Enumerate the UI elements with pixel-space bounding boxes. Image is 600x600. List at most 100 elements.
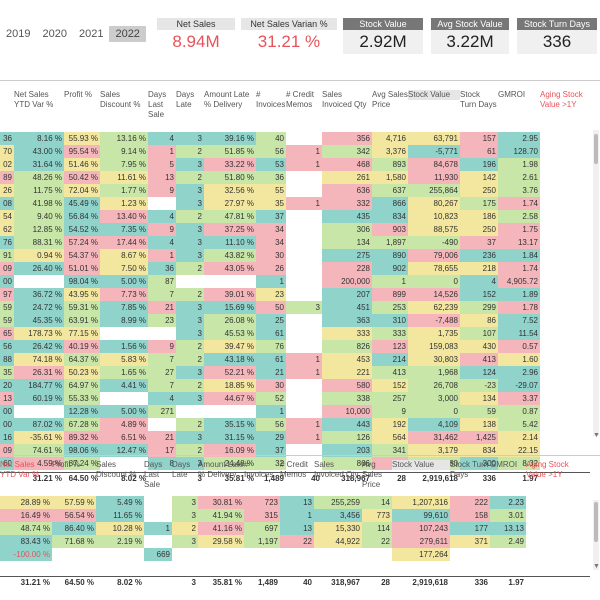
table-cell: 332 xyxy=(322,197,372,210)
table-row[interactable]: 02 31.64 % 51.46 % 7.95 % 5 3 33.22 % 53 1 468 893… xyxy=(0,158,600,171)
divider xyxy=(0,80,600,81)
column-header[interactable]: Net Sales YTD Var % xyxy=(0,460,40,479)
table-row[interactable]: -100.00 % 669 177,264 xyxy=(0,548,600,561)
column-header[interactable]: Amount Late % Delivery xyxy=(198,460,244,479)
table-row[interactable]: 36 8.16 % 55.93 % 13.16 % 4 3 39.16 % 40 356 4,71… xyxy=(0,132,600,145)
total-cell: 1.97 xyxy=(508,578,524,587)
table-row[interactable]: 00 12.28 % 5.00 % 271 1 10,000 9 0 59 0.87 xyxy=(0,405,600,418)
table1-scrollbar[interactable] xyxy=(593,130,599,436)
table-cell: 5.49 % xyxy=(96,496,144,509)
column-header[interactable]: Days Last Sale xyxy=(148,90,167,119)
table-row[interactable]: 13 60.19 % 55.33 % 4 3 44.67 % 52 338 257 3,000 13… xyxy=(0,392,600,405)
table-row[interactable]: 09 74.61 % 98.06 % 12.47 % 17 2 16.09 % 37 203 34… xyxy=(0,444,600,457)
year-2022-selected[interactable]: 2022 xyxy=(109,26,146,42)
column-header[interactable]: Stock Turn Days xyxy=(450,460,489,479)
table-row[interactable]: 28.89 % 57.59 % 5.49 % 3 30.81 % 723 13 255,259… xyxy=(0,496,600,509)
column-header[interactable]: Sales Invoiced Qty xyxy=(322,90,367,109)
column-header[interactable]: Days Late xyxy=(176,90,195,109)
table-row[interactable]: 16 -35.61 % 89.32 % 6.51 % 21 3 31.15 % 29 1 126 5… xyxy=(0,431,600,444)
column-header[interactable]: Avg Sales Price xyxy=(372,90,408,109)
column-header[interactable]: Stock Value xyxy=(408,90,460,100)
table-cell: 72.04 % xyxy=(64,184,100,197)
table-cell xyxy=(244,548,280,561)
table-row[interactable]: 76 88.31 % 57.24 % 17.44 % 4 3 11.10 % 34 134 1,8… xyxy=(0,236,600,249)
table-cell: 2 xyxy=(172,522,198,535)
column-header[interactable]: Avg Sales Price xyxy=(362,460,383,489)
column-header[interactable]: Aging Stock Value >1Y xyxy=(526,460,569,479)
year-2020[interactable]: 2020 xyxy=(42,28,67,40)
table-cell: 43.05 % xyxy=(204,262,256,275)
table-row[interactable]: 59 24.72 % 59.31 % 7.85 % 21 3 15.69 % 50 3 451 25… xyxy=(0,301,600,314)
table-row[interactable]: 16.49 % 56.54 % 11.65 % 3 41.94 % 315 1 3,456 77… xyxy=(0,509,600,522)
table-cell: 41.94 % xyxy=(198,509,244,522)
table2-scrollbar[interactable] xyxy=(593,500,599,570)
column-header[interactable]: Stock Turn Days xyxy=(460,90,497,109)
column-header[interactable]: Amount Late % Delivery xyxy=(204,90,250,109)
table-row[interactable]: 83.43 % 71.68 % 2.19 % 3 29.58 % 1,197 22 44,92… xyxy=(0,535,600,548)
table-cell: 1 xyxy=(286,197,322,210)
column-header[interactable]: Sales Discount % xyxy=(96,460,137,479)
table-row[interactable]: 26 11.75 % 72.04 % 1.77 % 9 3 32.56 % 55 636 637 2… xyxy=(0,184,600,197)
table-cell xyxy=(540,262,590,275)
table-cell: 2 xyxy=(176,171,204,184)
table-cell: -490 xyxy=(408,236,460,249)
table-cell: 3 xyxy=(176,184,204,197)
table-cell: 26.40 % xyxy=(14,262,64,275)
table-row[interactable]: 91 0.94 % 54.37 % 8.67 % 1 3 43.82 % 30 275 890 79… xyxy=(0,249,600,262)
table-row[interactable]: 09 26.40 % 51.01 % 7.50 % 36 2 43.05 % 26 228 902… xyxy=(0,262,600,275)
table-row[interactable]: 35 26.31 % 50.23 % 1.65 % 27 3 52.21 % 21 1 221 41… xyxy=(0,366,600,379)
table-cell xyxy=(450,561,490,574)
table-row[interactable]: 54 9.40 % 56.84 % 13.40 % 4 2 47.81 % 37 435 834 1… xyxy=(0,210,600,223)
table-row[interactable]: 97 36.72 % 43.95 % 7.73 % 7 2 39.01 % 23 207 899 1… xyxy=(0,288,600,301)
column-header[interactable]: # Credit Memos xyxy=(286,90,315,109)
table-row[interactable]: 00 87.02 % 67.28 % 4.89 % 2 35.15 % 56 1 443 192 4… xyxy=(0,418,600,431)
table-cell xyxy=(540,353,590,366)
table-cell: 12.85 % xyxy=(14,223,64,236)
scroll-down-icon[interactable]: ▼ xyxy=(593,563,600,570)
table-cell: 3 xyxy=(172,496,198,509)
table-cell: 7.35 % xyxy=(100,223,148,236)
table-row[interactable]: 00 98.04 % 5.00 % 87 1 200,000 1 0 4 4,905.72 xyxy=(0,275,600,288)
table-cell: 86.40 % xyxy=(52,522,96,535)
total-cell: 31.21 % xyxy=(20,578,50,587)
year-2021[interactable]: 2021 xyxy=(78,28,104,40)
kpi-stock-value: Stock Value 2.92M xyxy=(343,18,423,58)
table-row[interactable]: 59 45.35 % 63.91 % 8.99 % 23 3 26.08 % 25 363 310… xyxy=(0,314,600,327)
column-header[interactable]: # Invoices xyxy=(244,460,274,479)
table-row[interactable]: 08 41.98 % 45.49 % 1.23 % 3 27.97 % 35 1 332 866 8… xyxy=(0,197,600,210)
table-cell: 33.22 % xyxy=(204,158,256,171)
column-header[interactable]: Stock Value xyxy=(392,460,450,470)
table-cell: 1 xyxy=(286,366,322,379)
table-row[interactable]: 20 184.77 % 64.97 % 4.41 % 7 2 18.85 % 30 580 152… xyxy=(0,379,600,392)
table-row[interactable]: 65 178.73 % 77.15 % 3 45.53 % 61 333 333 1,735 10… xyxy=(0,327,600,340)
table-row[interactable]: 48.74 % 86.40 % 10.28 % 1 2 41.16 % 697 13 15,33… xyxy=(0,522,600,535)
column-header[interactable]: Sales Discount % xyxy=(100,90,141,109)
table-cell: 13 xyxy=(0,392,14,405)
kpi-value: 3.22M xyxy=(431,30,509,54)
kpi-label: Avg Stock Value xyxy=(431,18,509,30)
table-row[interactable] xyxy=(0,561,600,574)
column-header[interactable]: # Credit Memos xyxy=(280,460,309,479)
column-header[interactable]: Aging Stock Value >1Y xyxy=(540,90,583,109)
column-header[interactable]: Profit % xyxy=(64,90,93,99)
table-row[interactable]: 88 74.18 % 64.37 % 5.83 % 7 2 43.18 % 61 1 453 214… xyxy=(0,353,600,366)
column-header[interactable]: Sales Invoiced Qty xyxy=(314,460,359,479)
table-cell: 53 xyxy=(256,158,286,171)
table-row[interactable]: 70 43.00 % 95.54 % 9.14 % 1 2 51.85 % 56 1 342 3,3… xyxy=(0,145,600,158)
column-header[interactable]: Days Last Sale xyxy=(144,460,163,489)
table-row[interactable]: 62 12.85 % 54.52 % 7.35 % 9 3 37.25 % 34 306 903 8… xyxy=(0,223,600,236)
table-cell: 28.89 % xyxy=(0,496,52,509)
column-header[interactable]: GMROI xyxy=(490,460,518,469)
table-row[interactable]: 56 26.42 % 40.19 % 1.56 % 9 2 39.47 % 76 826 123 1… xyxy=(0,340,600,353)
column-header[interactable]: Profit % xyxy=(52,460,81,469)
scroll-down-icon[interactable]: ▼ xyxy=(593,432,600,439)
table-cell: 306 xyxy=(322,223,372,236)
table-cell: 97 xyxy=(0,288,14,301)
column-header[interactable]: Net Sales YTD Var % xyxy=(14,90,54,109)
table-cell: 13.16 % xyxy=(100,132,148,145)
column-header[interactable]: # Invoices xyxy=(256,90,286,109)
column-header[interactable]: Days Late xyxy=(172,460,191,479)
column-header[interactable]: GMROI xyxy=(498,90,526,99)
year-2019[interactable]: 2019 xyxy=(6,28,31,40)
table-row[interactable]: 89 48.26 % 50.42 % 11.61 % 13 2 51.80 % 36 261 1,… xyxy=(0,171,600,184)
